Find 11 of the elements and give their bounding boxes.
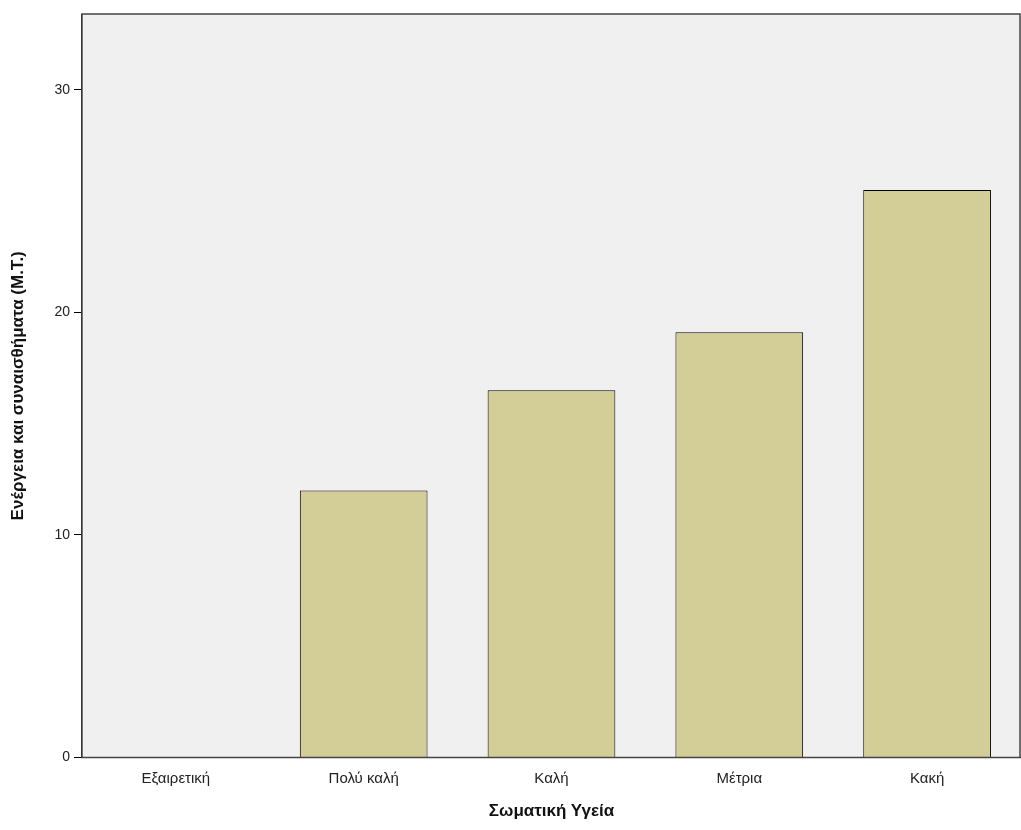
x-tick-label: Εξαιρετική	[141, 768, 211, 786]
y-tick-label: 10	[54, 525, 71, 542]
y-tick-label: 0	[62, 748, 71, 765]
y-tick-label: 30	[54, 80, 71, 97]
y-tick-label: 20	[54, 303, 71, 320]
x-tick-label: Μέτρια	[716, 768, 763, 786]
x-axis-title: Σωματική Υγεία	[488, 801, 615, 821]
y-axis-title: Ενέργεια και συναισθήματα (Μ.Τ.)	[7, 251, 27, 521]
x-tick-label: Πολύ καλή	[328, 768, 399, 786]
x-tick-label: Κακή	[909, 768, 945, 786]
x-tick-label: Καλή	[534, 768, 569, 786]
